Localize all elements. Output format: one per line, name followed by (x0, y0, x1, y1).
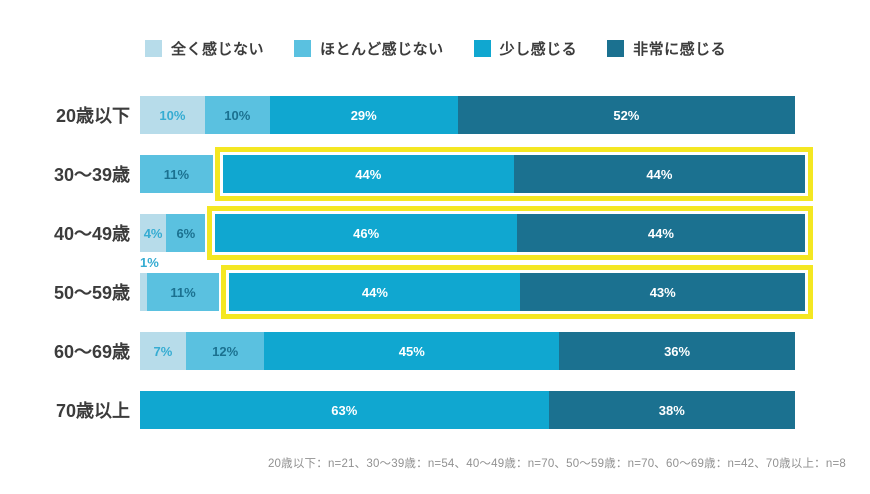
bar-segment: 10% (204, 96, 270, 134)
bar-segment: 52% (457, 96, 795, 134)
legend-item: ほとんど感じない (294, 38, 444, 59)
age-group-label: 60〜69歳 (53, 342, 130, 362)
bar-row: 30〜39歳 11% 44% 44% (0, 147, 870, 201)
bar-segment: 38% (548, 391, 795, 429)
legend-swatch-icon (145, 40, 162, 57)
bar-row: 40〜49歳 4% 6% 46% 44% (0, 206, 870, 260)
stacked-bar: 10% 10% 29% 52% (140, 96, 795, 134)
sample-size-footnote: 20歳以下：n=21、30〜39歳：n=54、40〜49歳：n=70、50〜59… (267, 458, 846, 470)
age-group-label: 40〜49歳 (53, 224, 130, 244)
bar-row: 70歳以上 63% 38% (0, 391, 870, 429)
bar-row: 20歳以下 10% 10% 29% 52% (0, 96, 870, 134)
bar-segment: 4% (140, 214, 167, 252)
highlight-frame: 46% 44% (207, 206, 813, 260)
bar-segment: 29% (269, 96, 458, 134)
legend-item: 全く感じない (145, 38, 264, 59)
bar-segment: 36% (559, 332, 795, 370)
legend-label: 少し感じる (499, 41, 578, 58)
highlight-frame: 44% 44% (214, 147, 813, 201)
highlight-frame: 44% 43% (221, 265, 813, 319)
chart-rows: 20歳以下 10% 10% 29% 52% 30〜39歳 11% 44% 44% 40〜49歳 4%… (0, 96, 870, 429)
stacked-bar: 63% 38% (140, 391, 795, 429)
legend-swatch-icon (473, 40, 491, 57)
legend-item: 非常に感じる (607, 38, 726, 59)
legend-label: 非常に感じる (633, 41, 727, 58)
bar-segment: 45% (264, 332, 560, 370)
bar-segment: 43% (520, 273, 805, 311)
legend-label: 全く感じない (171, 41, 265, 58)
age-group-label: 30〜39歳 (53, 165, 130, 185)
bar-segment: 46% (215, 214, 517, 252)
age-group-label: 20歳以下 (55, 106, 130, 126)
small-segment-value-label: 1% (140, 255, 159, 270)
bar-segment: 44% (229, 273, 521, 311)
bar-segment: 63% (140, 391, 549, 429)
age-group-label: 70歳以上 (55, 401, 130, 421)
legend-item: 少し感じる (473, 38, 578, 59)
bar-segment: 11% (146, 273, 220, 311)
bar-segment (140, 273, 147, 311)
bar-segment: 7% (140, 332, 186, 370)
stacked-bar: 11% 44% 44% (140, 147, 813, 201)
stacked-bar: 4% 6% 46% 44% (140, 206, 813, 260)
bar-segment: 10% (140, 96, 205, 134)
bar-segment: 44% (222, 155, 514, 193)
stacked-bar: 1% 11% 44% 43% (140, 255, 813, 319)
legend-swatch-icon (294, 40, 312, 57)
bar-segment: 11% (140, 155, 213, 193)
age-group-label: 50〜59歳 (53, 283, 130, 303)
bar-segment: 6% (166, 214, 206, 252)
bar-row: 50〜59歳 1% 11% 44% 43% (0, 255, 870, 319)
legend-label: ほとんど感じない (320, 41, 444, 58)
bar-row: 60〜69歳 7% 12% 45% 36% (0, 332, 870, 370)
bar-segment: 12% (185, 332, 265, 370)
bar-segment: 44% (516, 214, 805, 252)
chart-legend: 全く感じない ほとんど感じない 少し感じる 非常に感じる (145, 38, 870, 59)
bar-segment: 44% (513, 155, 805, 193)
stacked-bar: 7% 12% 45% 36% (140, 332, 795, 370)
legend-swatch-icon (607, 40, 625, 57)
